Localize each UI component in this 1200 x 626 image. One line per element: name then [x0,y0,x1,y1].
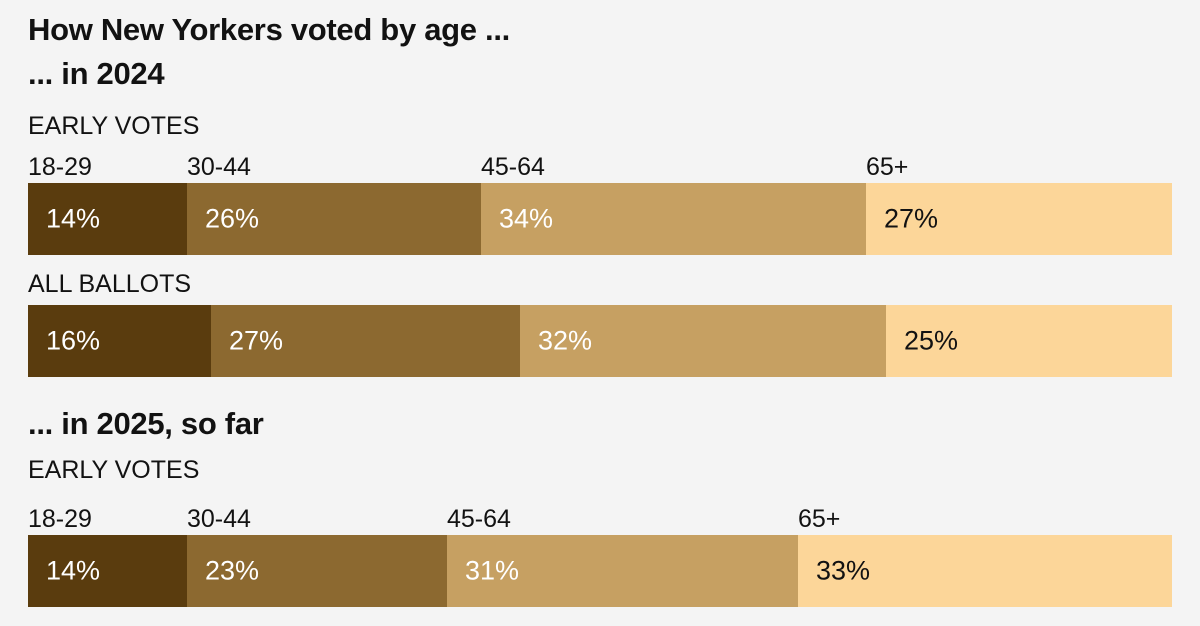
row-label-2024-all-ballots: ALL BALLOTS [28,270,192,298]
data-label: 33% [816,555,871,586]
data-label: 26% [205,203,260,234]
bar-segment-45-64: 32% [520,305,886,377]
bar-segment-65: 33% [798,535,1172,607]
bar-segment-18-29: 16% [28,305,211,377]
category-label-18-29: 18-29 [28,505,92,533]
section-title-2024: ... in 2024 [28,56,165,91]
category-label-65: 65+ [798,505,841,533]
bar-segment-30-44: 26% [187,183,481,255]
bar-segment-30-44: 27% [211,305,520,377]
bar-segment-65: 25% [886,305,1172,377]
data-label: 27% [229,325,284,356]
data-label: 14% [46,555,101,586]
stacked-bar-2024-all-ballots: 16% 27% 32% 25% [28,305,1172,377]
chart-title: How New Yorkers voted by age ... [28,12,510,47]
category-label-30-44: 30-44 [187,153,251,181]
row-label-2024-early-votes: EARLY VOTES [28,112,200,140]
data-label: 27% [884,203,939,234]
category-label-30-44: 30-44 [187,505,251,533]
data-label: 34% [499,203,554,234]
section-title-2025: ... in 2025, so far [28,406,264,441]
bar-segment-45-64: 31% [447,535,798,607]
bar-segment-18-29: 14% [28,535,187,607]
stacked-bar-2024-early-votes: 14% 26% 34% 27% [28,183,1172,255]
category-label-45-64: 45-64 [447,505,511,533]
data-label: 32% [538,325,593,356]
category-label-65: 65+ [866,153,909,181]
row-label-2025-early-votes: EARLY VOTES [28,456,200,484]
bar-segment-45-64: 34% [481,183,866,255]
data-label: 31% [465,555,520,586]
category-label-45-64: 45-64 [481,153,545,181]
data-label: 25% [904,325,959,356]
bar-segment-65: 27% [866,183,1172,255]
bar-segment-30-44: 23% [187,535,447,607]
data-label: 23% [205,555,260,586]
data-label: 16% [46,325,101,356]
stacked-bar-2025-early-votes: 14% 23% 31% 33% [28,535,1172,607]
data-label: 14% [46,203,101,234]
bar-segment-18-29: 14% [28,183,187,255]
category-label-18-29: 18-29 [28,153,92,181]
